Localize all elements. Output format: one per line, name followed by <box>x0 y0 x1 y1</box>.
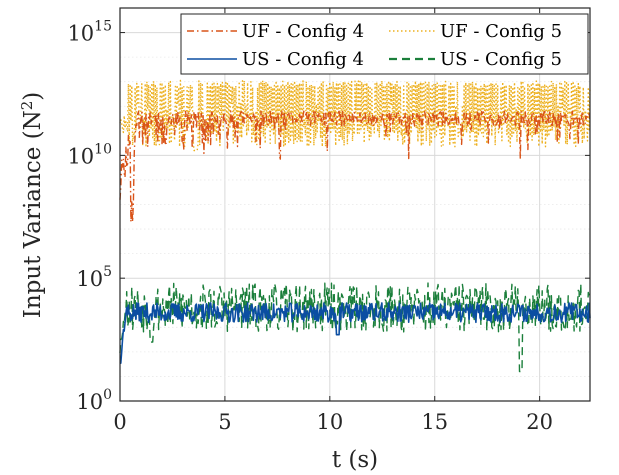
x-tick-label: 15 <box>421 410 448 434</box>
legend: UF - Config 4 UF - Config 5 US - Config … <box>180 13 589 75</box>
x-tick-label: 5 <box>218 410 231 434</box>
legend-label-us-config5: US - Config 5 <box>440 49 562 70</box>
x-tick-label: 10 <box>316 410 343 434</box>
series-line-us-config-4 <box>119 302 591 364</box>
y-tick-label: 1015 <box>67 19 112 46</box>
series-line-us-config-5 <box>119 282 591 373</box>
x-tick-label: 0 <box>113 410 126 434</box>
x-tick-label: 20 <box>526 410 553 434</box>
y-tick-label: 1010 <box>67 141 112 168</box>
y-tick-label: 105 <box>76 264 112 291</box>
legend-label-us-config4: US - Config 4 <box>242 49 364 70</box>
y-axis-title: Input Variance (N2) <box>18 92 46 319</box>
series-line-uf-config-4 <box>119 110 591 223</box>
legend-label-uf-config5: UF - Config 5 <box>440 21 562 42</box>
legend-label-uf-config4: UF - Config 4 <box>242 21 364 42</box>
y-tick-label: 100 <box>76 387 112 414</box>
plot-frame <box>119 7 591 402</box>
x-axis-title: t (s) <box>332 447 378 473</box>
series-layer <box>119 79 591 373</box>
legend-box <box>180 13 589 75</box>
